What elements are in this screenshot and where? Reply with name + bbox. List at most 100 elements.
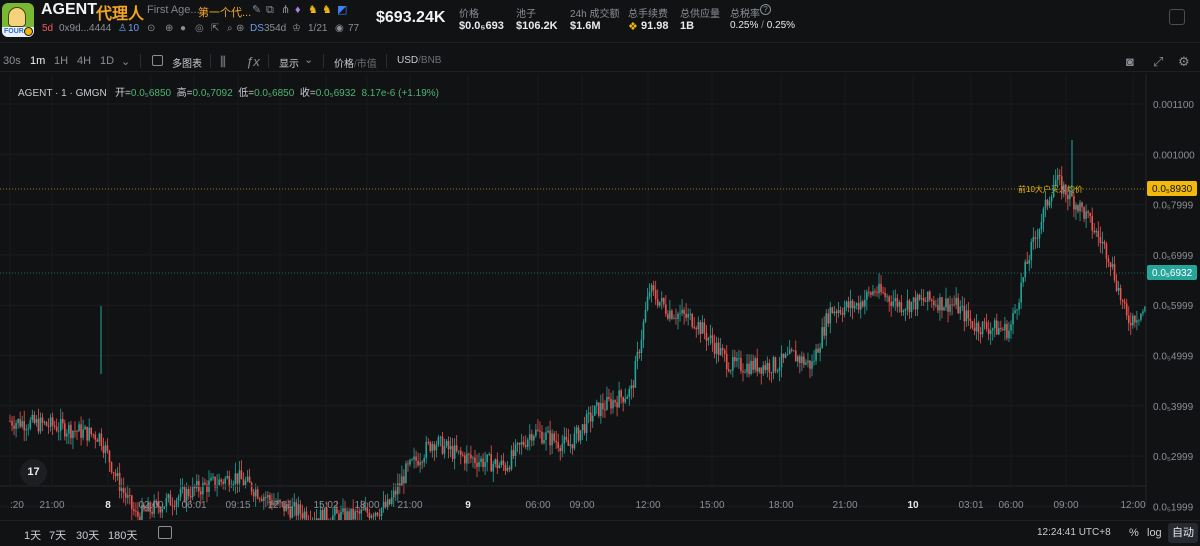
timeframe-1m[interactable]: 1m xyxy=(30,55,46,67)
candle-body xyxy=(1028,259,1031,264)
twitter-search-icon[interactable]: ⊛ xyxy=(236,23,245,34)
top10-price-text: 0.0₅8930 xyxy=(1152,184,1193,195)
settings-icon[interactable]: ⚙ xyxy=(1178,54,1190,69)
candle-body xyxy=(275,502,277,504)
price-option[interactable]: 价格 xyxy=(334,59,354,70)
candle-body xyxy=(699,322,702,334)
candle-body xyxy=(108,450,111,463)
candle-body xyxy=(403,476,405,484)
fullscreen-icon[interactable]: ⤢ xyxy=(1153,54,1164,69)
y-tick-label: 0.0₅4999 xyxy=(1153,352,1194,363)
candle-body xyxy=(368,512,371,518)
candle-body xyxy=(470,454,472,459)
bnb-option[interactable]: BNB xyxy=(420,55,442,66)
multi-chart-label[interactable]: 多图表 xyxy=(172,59,202,70)
candle-type-icon[interactable]: ⫼ xyxy=(220,54,226,69)
candle-body xyxy=(338,513,340,520)
candle-body xyxy=(291,506,294,518)
candle-body xyxy=(41,417,44,423)
candle-body xyxy=(1129,323,1132,326)
currency-toggle[interactable]: USD/BNB xyxy=(397,55,441,66)
display-chevron-icon[interactable]: ⌄ xyxy=(304,54,314,66)
candle-body xyxy=(157,501,160,508)
github-icon[interactable]: ● xyxy=(180,23,187,34)
edit-icon[interactable]: ✎ xyxy=(252,4,262,16)
candle-body xyxy=(305,511,308,520)
candle-body xyxy=(589,412,592,422)
share-icon[interactable]: ⋔ xyxy=(281,4,291,16)
candle-body xyxy=(945,298,947,308)
log-toggle[interactable]: log xyxy=(1147,527,1162,539)
globe-icon[interactable]: ⊕ xyxy=(165,23,174,34)
candle-body xyxy=(399,483,401,486)
candle-body xyxy=(902,310,905,313)
timeframe-30s[interactable]: 30s xyxy=(3,55,21,67)
search-icon[interactable]: ⌕ xyxy=(227,23,233,34)
timeframe-dropdown-icon[interactable]: ⌄ xyxy=(121,56,131,68)
candle-body xyxy=(354,511,356,520)
candle-body xyxy=(376,512,379,516)
candle-body xyxy=(295,502,298,516)
price-toggle[interactable]: 价格/市值 xyxy=(334,55,377,70)
candle-body xyxy=(622,397,624,403)
candle-body xyxy=(173,506,176,507)
telegram-icon[interactable]: ◎ xyxy=(195,23,204,34)
coin-icon[interactable]: ⊙ xyxy=(147,23,156,34)
x-tick-label: 09:00 xyxy=(1053,500,1078,511)
display-menu[interactable]: 显示 xyxy=(279,59,299,70)
candle-body xyxy=(993,320,996,329)
indicators-icon[interactable]: ƒx xyxy=(246,54,260,69)
timeframe-4h[interactable]: 4H xyxy=(77,55,92,67)
candle-body xyxy=(876,292,878,294)
bundle-icon[interactable]: ♞ xyxy=(322,4,332,16)
price-chart[interactable]: 前10大户买入均价 0.0₅8930 0.0₅6932 0.001100 0.0010… xyxy=(0,74,1200,520)
usd-option[interactable]: USD xyxy=(397,55,419,66)
camera-icon[interactable]: ◙ xyxy=(1126,54,1134,69)
range-1d[interactable]: 1天 xyxy=(24,530,42,542)
candle-body xyxy=(258,498,261,500)
mcap-option[interactable]: 市值 xyxy=(356,59,377,70)
external-link-icon[interactable]: ⇱ xyxy=(211,23,220,34)
candle-body xyxy=(267,495,269,498)
candle-body xyxy=(634,360,637,388)
top-holders-icon[interactable]: ♞ xyxy=(308,4,318,16)
percent-toggle[interactable]: % xyxy=(1129,527,1139,539)
copy-icon[interactable]: ⧉ xyxy=(266,4,274,16)
range-7d[interactable]: 7天 xyxy=(49,530,67,542)
candle-body xyxy=(604,409,606,411)
contract-address[interactable]: 0x9d...4444 xyxy=(59,23,112,34)
candle-body xyxy=(614,400,616,403)
token-desc-cn: 第一个代... xyxy=(198,7,252,19)
candle-body xyxy=(1038,229,1041,239)
help-icon[interactable]: ? xyxy=(760,4,771,15)
candle-body xyxy=(441,436,444,454)
candle-body xyxy=(131,495,133,510)
candle-body xyxy=(949,304,951,312)
timeframe-1d[interactable]: 1D xyxy=(100,55,115,67)
candle-body xyxy=(124,492,127,498)
tradingview-logo-icon[interactable]: 17 xyxy=(20,459,47,486)
candle-body xyxy=(752,360,754,370)
candle-body xyxy=(884,293,886,297)
multi-chart-checkbox[interactable] xyxy=(152,55,163,66)
candle-body xyxy=(841,313,844,315)
token-logo[interactable]: FOUR xyxy=(2,3,34,37)
supply-label: 总供应量 xyxy=(680,9,720,20)
candle-body xyxy=(620,390,622,398)
range-180d[interactable]: 180天 xyxy=(108,530,138,542)
candle-body xyxy=(283,502,285,512)
candle-body xyxy=(656,299,659,306)
tax-values: 0.25% / 0.25% xyxy=(730,20,795,31)
holders-count[interactable]: 10 xyxy=(128,23,140,34)
candle-body xyxy=(323,507,326,520)
auto-scale-toggle[interactable]: 自动 xyxy=(1168,523,1198,543)
x-tick-label: 12:00 xyxy=(1120,500,1145,511)
alarm-icon[interactable] xyxy=(1169,9,1185,25)
candle-body xyxy=(104,445,107,453)
candle-body xyxy=(110,462,113,473)
timeframe-1h[interactable]: 1H xyxy=(54,55,69,67)
candle-body xyxy=(922,298,925,302)
range-30d[interactable]: 30天 xyxy=(76,530,100,542)
ds-label[interactable]: DS xyxy=(250,23,264,34)
calendar-icon[interactable] xyxy=(158,526,172,539)
